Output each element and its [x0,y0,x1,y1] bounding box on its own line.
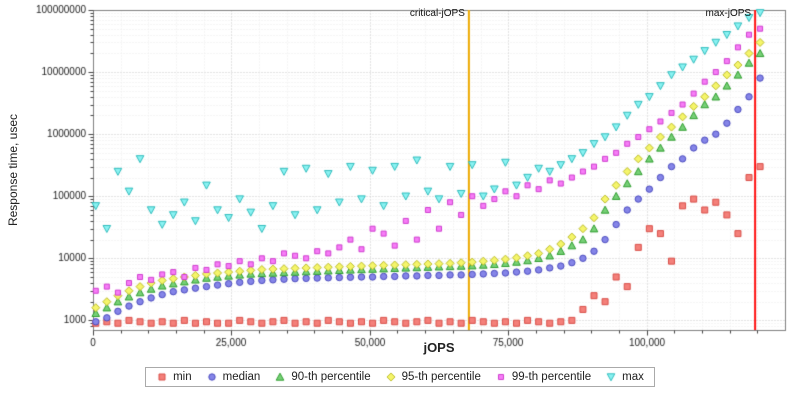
legend-item-99th: 99-th percentile [494,371,592,383]
legend: min median 90-th percentile 95-th percen… [0,367,800,387]
legend-item-90th: 90-th percentile [274,371,371,383]
p99-marker-icon [494,371,507,383]
legend-label-median: median [222,371,261,383]
max-jops-line-label: max-jOPS [705,8,752,19]
min-marker-icon [156,371,169,383]
critical-jops-line-label: critical-jOPS [409,8,465,19]
p95-marker-icon [384,371,397,383]
legend-label-95th: 95-th percentile [401,371,481,383]
legend-box: min median 90-th percentile 95-th percen… [145,367,655,387]
max-marker-icon [605,371,618,383]
legend-item-min: min [156,371,192,383]
p90-marker-icon [274,371,287,383]
legend-item-max: max [605,371,644,383]
legend-item-median: median [205,371,261,383]
legend-item-95th: 95-th percentile [384,371,481,383]
legend-label-min: min [173,371,192,383]
legend-label-max: max [622,371,644,383]
median-marker-icon [205,371,218,383]
legend-label-90th: 90-th percentile [291,371,371,383]
legend-label-99th: 99-th percentile [511,371,592,383]
